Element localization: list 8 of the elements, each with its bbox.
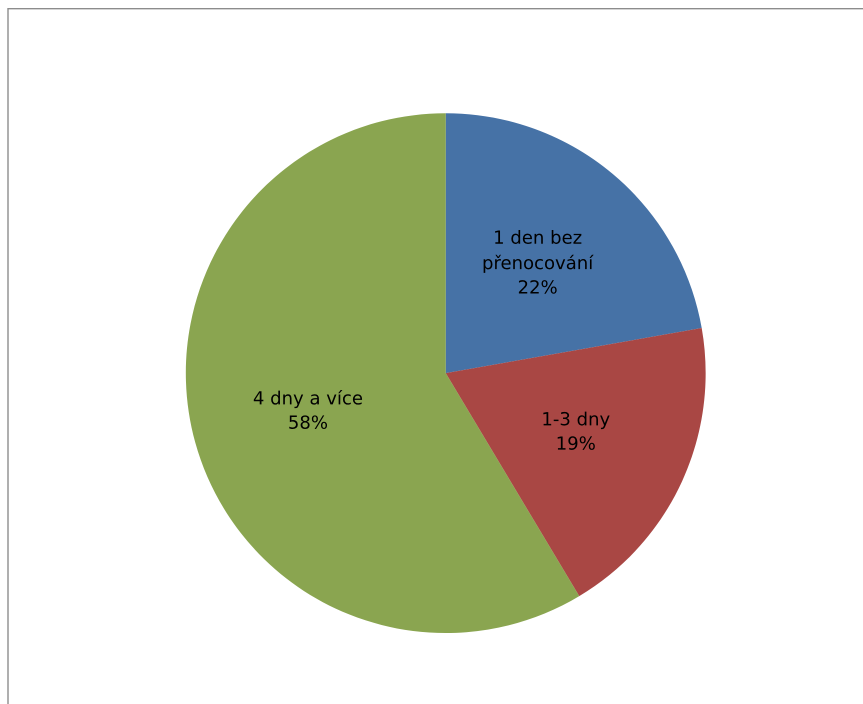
- slice-label: 1 den bez přenocování: [484, 230, 594, 273]
- data-label: 19%: [558, 436, 595, 450]
- data-label: 22%: [518, 280, 557, 294]
- pie-slice: [446, 328, 706, 596]
- data-label: 58%: [289, 415, 328, 429]
- pie-slice: [446, 113, 702, 374]
- slice-label: 1-3 dny: [543, 412, 610, 430]
- slice-label: 4 dny a více: [254, 390, 362, 408]
